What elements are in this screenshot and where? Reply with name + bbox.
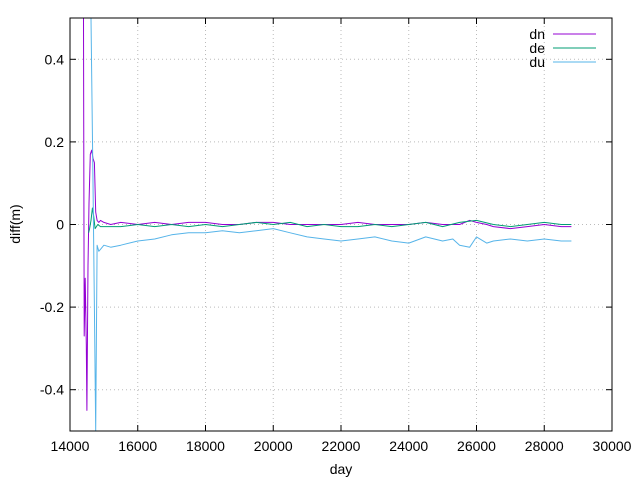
legend-label-de: de bbox=[529, 40, 545, 56]
y-tick-label: 0.2 bbox=[45, 134, 65, 150]
y-axis-label: diff(m) bbox=[7, 204, 23, 243]
x-tick-label: 18000 bbox=[186, 438, 225, 454]
series-layer bbox=[83, 18, 572, 431]
series-line-de bbox=[88, 207, 572, 233]
y-tick-label: 0 bbox=[56, 217, 64, 233]
x-tick-label: 28000 bbox=[525, 438, 564, 454]
x-tick-label: 26000 bbox=[457, 438, 496, 454]
grid bbox=[70, 18, 612, 431]
x-tick-label: 30000 bbox=[593, 438, 632, 454]
y-tick-label: 0.4 bbox=[45, 51, 65, 67]
x-axis-ticks: 14000 16000 18000 20000 22000 24000 26000 28000… bbox=[51, 18, 632, 454]
y-tick-label: -0.4 bbox=[40, 382, 64, 398]
x-tick-label: 14000 bbox=[51, 438, 90, 454]
y-tick-label: -0.2 bbox=[40, 299, 64, 315]
x-tick-label: 16000 bbox=[118, 438, 157, 454]
x-axis-label: day bbox=[330, 461, 353, 477]
x-tick-label: 20000 bbox=[254, 438, 293, 454]
legend-label-du: du bbox=[529, 54, 545, 70]
y-axis-ticks: -0.4 -0.2 0 0.2 0.4 bbox=[40, 51, 612, 398]
series-line-dn bbox=[83, 18, 572, 411]
series-line-du bbox=[90, 18, 572, 431]
x-tick-label: 24000 bbox=[389, 438, 428, 454]
legend-label-dn: dn bbox=[529, 26, 545, 42]
x-tick-label: 22000 bbox=[322, 438, 361, 454]
